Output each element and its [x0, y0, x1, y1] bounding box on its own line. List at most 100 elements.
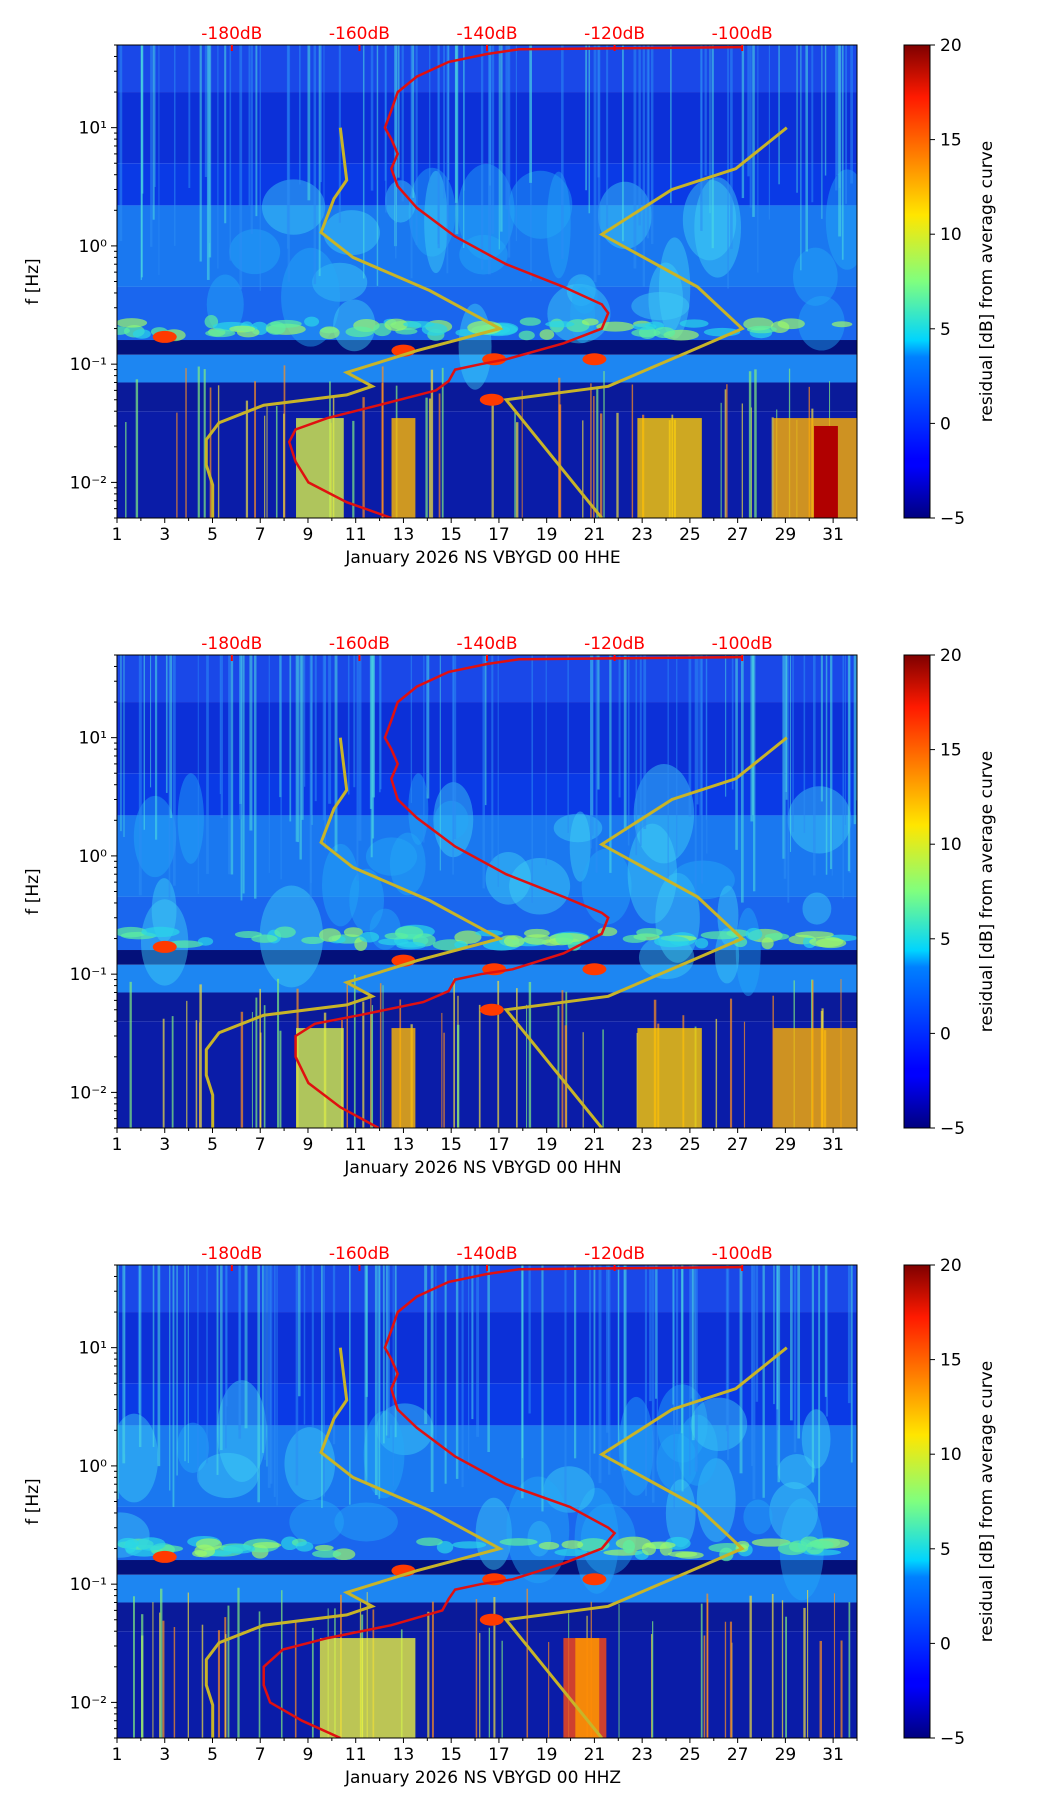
- x-tick-label: 11: [345, 525, 367, 545]
- colorbar-tick-label: 0: [940, 414, 951, 434]
- colorbar-tick-label: 5: [940, 320, 951, 340]
- colorbar-tick-label: 20: [940, 646, 962, 666]
- db-tick-label: -180dB: [201, 634, 262, 654]
- noise-model-curve-left: [204, 127, 504, 518]
- db-tick-label: -100dB: [712, 1244, 773, 1264]
- x-tick-label: 1: [112, 1745, 123, 1765]
- noise-model-curve-right: [503, 126, 788, 518]
- db-tick-label: -160dB: [329, 24, 390, 44]
- colorbar-tick-label: −5: [940, 1119, 965, 1139]
- y-axis-label: f [Hz]: [23, 868, 43, 914]
- x-tick-label: 15: [440, 1135, 462, 1155]
- x-tick-label: 13: [393, 1135, 415, 1155]
- x-tick-label: 19: [536, 525, 558, 545]
- y-tick-label: 10⁻²: [70, 473, 107, 493]
- x-tick-label: 25: [679, 1135, 701, 1155]
- y-tick-label: 10¹: [79, 1339, 107, 1359]
- noise-model-curve-right: [503, 736, 788, 1128]
- x-tick-label: 7: [255, 1135, 266, 1155]
- db-tick-label: -140dB: [456, 634, 517, 654]
- x-tick-label: 27: [727, 1745, 749, 1765]
- colorbar-tick-label: −5: [940, 509, 965, 529]
- x-tick-label: 9: [303, 1135, 314, 1155]
- x-tick-label: 23: [631, 1745, 653, 1765]
- db-tick-label: -140dB: [456, 24, 517, 44]
- y-tick-label: 10¹: [79, 119, 107, 139]
- x-tick-label: 5: [207, 1745, 218, 1765]
- colorbar-tick-label: 15: [940, 1351, 962, 1371]
- colorbar-label: residual [dB] from average curve: [977, 141, 997, 422]
- x-tick-label: 11: [345, 1135, 367, 1155]
- x-tick-label: 23: [631, 525, 653, 545]
- colorbar-tick-label: 10: [940, 225, 962, 245]
- db-tick-label: -160dB: [329, 1244, 390, 1264]
- x-tick-label: 29: [775, 1745, 797, 1765]
- x-tick-label: 17: [488, 1135, 510, 1155]
- x-tick-label: 31: [822, 1135, 844, 1155]
- x-tick-label: 29: [775, 1135, 797, 1155]
- colorbar-tick-label: 15: [940, 131, 962, 151]
- x-tick-label: 29: [775, 525, 797, 545]
- x-tick-label: 27: [727, 525, 749, 545]
- db-tick-label: -140dB: [456, 1244, 517, 1264]
- colorbar-tick-label: 0: [940, 1024, 951, 1044]
- x-tick-label: 7: [255, 525, 266, 545]
- x-tick-label: 15: [440, 1745, 462, 1765]
- x-tick-label: 11: [345, 1745, 367, 1765]
- x-tick-label: 13: [393, 1745, 415, 1765]
- x-tick-label: 1: [112, 1135, 123, 1155]
- x-tick-label: 21: [584, 1745, 606, 1765]
- y-axis-label: f [Hz]: [23, 1478, 43, 1524]
- y-tick-label: 10¹: [79, 729, 107, 749]
- colorbar-tick-label: 10: [940, 1445, 962, 1465]
- x-tick-label: 21: [584, 525, 606, 545]
- x-tick-label: 25: [679, 525, 701, 545]
- x-tick-label: 31: [822, 525, 844, 545]
- x-tick-label: 17: [488, 1745, 510, 1765]
- db-tick-label: -120dB: [584, 24, 645, 44]
- x-tick-label: 5: [207, 1135, 218, 1155]
- y-tick-label: 10⁰: [79, 847, 108, 867]
- spectrogram-image: [117, 655, 857, 1128]
- x-axis-label: January 2026 NS VBYGD 00 HHE: [344, 548, 620, 568]
- noise-model-curve-left: [204, 737, 504, 1128]
- db-tick-label: -100dB: [712, 24, 773, 44]
- colorbar-label: residual [dB] from average curve: [977, 751, 997, 1032]
- x-tick-label: 23: [631, 1135, 653, 1155]
- x-tick-label: 31: [822, 1745, 844, 1765]
- x-tick-label: 9: [303, 1745, 314, 1765]
- colorbar: −5 0 5 10 15 20 residual [dB] from average cur…: [903, 646, 997, 1139]
- x-tick-label: 3: [159, 1745, 170, 1765]
- db-tick-label: -180dB: [201, 1244, 262, 1264]
- colorbar: −5 0 5 10 15 20 residual [dB] from average cur…: [903, 36, 997, 529]
- y-tick-label: 10⁰: [79, 1457, 108, 1477]
- x-tick-label: 5: [207, 525, 218, 545]
- db-tick-label: -120dB: [584, 1244, 645, 1264]
- colorbar-tick-label: 5: [940, 930, 951, 950]
- colorbar-tick-label: 20: [940, 1256, 962, 1276]
- noise-model-curve-left: [204, 1347, 504, 1738]
- x-tick-label: 25: [679, 1745, 701, 1765]
- db-tick-label: -100dB: [712, 634, 773, 654]
- colorbar-tick-label: −5: [940, 1729, 965, 1749]
- y-tick-label: 10⁰: [79, 237, 108, 257]
- colorbar-tick-label: 15: [940, 741, 962, 761]
- spectrogram-image: [117, 1265, 857, 1738]
- y-tick-label: 10⁻¹: [70, 965, 107, 985]
- average-psd-curve: [287, 45, 743, 518]
- noise-model-curve-right: [503, 1346, 788, 1738]
- db-tick-label: -180dB: [201, 24, 262, 44]
- y-tick-label: 10⁻¹: [70, 1575, 107, 1595]
- x-tick-label: 19: [536, 1745, 558, 1765]
- y-tick-label: 10⁻²: [70, 1083, 107, 1103]
- spectrogram-image: [117, 45, 857, 518]
- colorbar-tick-label: 20: [940, 36, 962, 56]
- x-tick-label: 15: [440, 525, 462, 545]
- x-tick-label: 3: [159, 525, 170, 545]
- x-tick-label: 21: [584, 1135, 606, 1155]
- x-tick-label: 9: [303, 525, 314, 545]
- y-tick-label: 10⁻¹: [70, 355, 107, 375]
- x-axis-label: January 2026 NS VBYGD 00 HHZ: [344, 1768, 621, 1788]
